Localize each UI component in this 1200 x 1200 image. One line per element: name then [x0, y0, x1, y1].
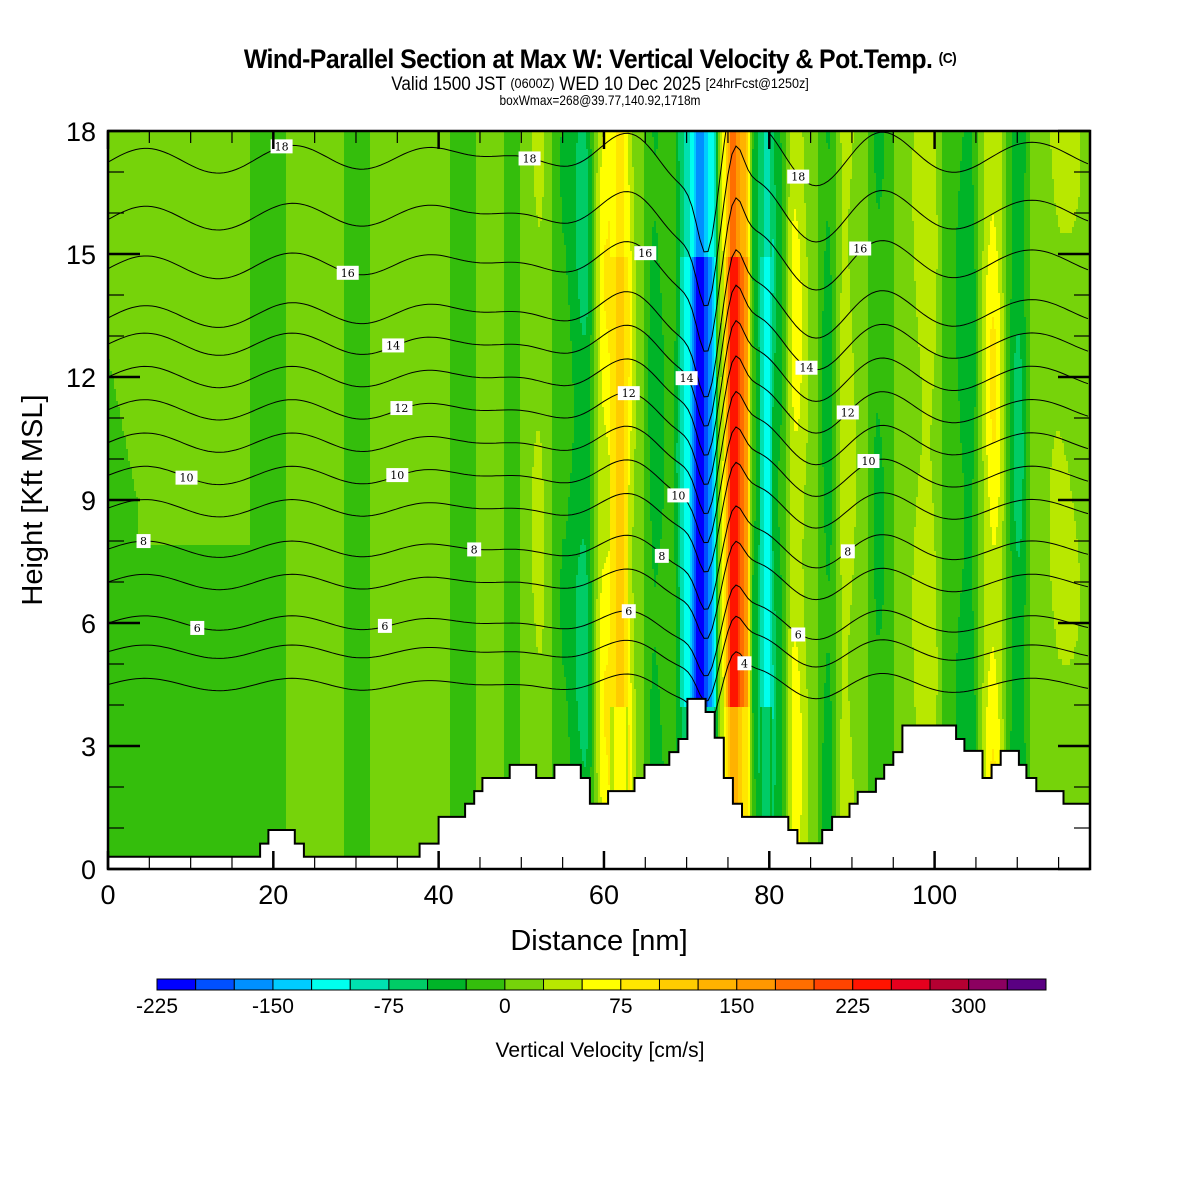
cross-section-chart: 1818181616 1614141412121210 10101088 8 86 666…: [0, 0, 1200, 1200]
